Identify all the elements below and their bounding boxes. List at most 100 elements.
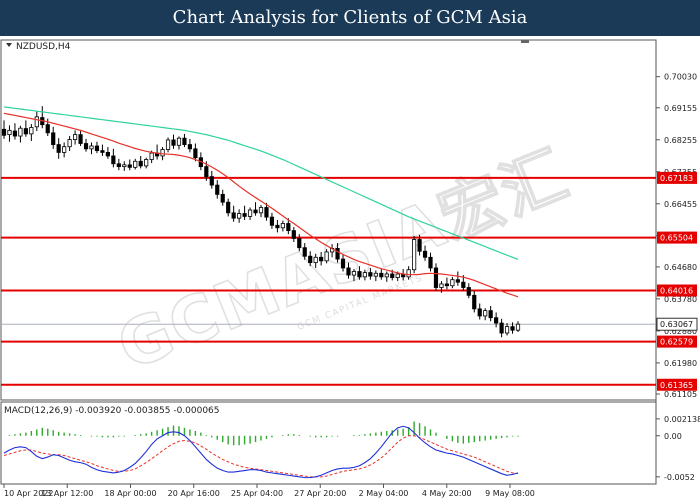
candle-bear [23, 128, 28, 135]
candle-bull [313, 256, 318, 264]
candle-bear [472, 294, 477, 310]
level-tag [657, 231, 697, 244]
time-tick-label: 25 Apr 04:00 [231, 489, 283, 498]
candle-bear [242, 213, 247, 217]
time-tick-label: 4 May 20:00 [422, 489, 472, 498]
fast-moving-average [3, 112, 519, 298]
candle-bull [324, 251, 329, 262]
candle-bear [105, 151, 110, 157]
candle-bear [220, 193, 225, 203]
candle-bull [176, 137, 182, 146]
candle-bear [127, 164, 132, 168]
candle-bear [340, 258, 346, 269]
time-tick-label: 13 Apr 12:00 [41, 489, 93, 498]
macd-main-line [3, 425, 519, 479]
chart-shift-marker[interactable] [521, 40, 529, 43]
candle-bull [515, 323, 521, 331]
candle-bear [488, 310, 493, 319]
candle-bull [450, 279, 455, 287]
time-tick-label: 27 Apr 20:00 [294, 489, 346, 498]
level-tag [657, 171, 697, 184]
candle-bull [412, 239, 417, 271]
candle-bear [422, 250, 428, 258]
candle-bear [171, 139, 176, 146]
main-panel-frame [0, 39, 657, 401]
candle-bull [247, 209, 253, 217]
candle-bull [122, 164, 127, 168]
time-tick-label: 9 May 08:00 [485, 489, 535, 498]
candle-bull [7, 129, 12, 136]
price-tick-label: 0.63780 [664, 295, 697, 304]
symbol-label: NZDUSD,H4 [16, 42, 71, 52]
candle-bear [379, 272, 384, 278]
candle-bear [286, 223, 291, 232]
candle-bear [346, 267, 351, 276]
candle-bull [504, 326, 510, 334]
price-chart[interactable]: NZDUSD,H4 MACD(12,26,9) -0.003920 -0.003… [0, 36, 700, 500]
level-price-tags: 0.67183 0.65504 0.64016 0.62579 0.61365 0.630… [656, 171, 698, 391]
time-tick-label: 2 May 04:00 [359, 489, 409, 498]
price-tick-label: 0.62880 [664, 327, 697, 336]
price-tick-label: 0.66455 [664, 200, 697, 209]
candle-bear [209, 176, 214, 186]
candle-bear [12, 130, 18, 137]
candle-bear [428, 256, 433, 269]
macd-layer: 0.002138 0.00 -0.0052 [3, 415, 700, 482]
candle-bear [100, 150, 105, 153]
candle-bear [1, 128, 7, 136]
price-tick-label: 0.70030 [664, 73, 697, 82]
price-tick-label: 0.69155 [664, 104, 697, 113]
time-tick-label: 20 Apr 16:00 [168, 489, 220, 498]
candle-bull [72, 134, 78, 141]
price-tick-label: 0.61105 [664, 390, 697, 399]
page-title: Chart Analysis for Clients of GCM Asia [0, 0, 700, 36]
candle-bear [455, 279, 460, 283]
candle-bear [444, 283, 450, 287]
candle-bull [237, 213, 242, 219]
time-tick-label: 10 Apr 2022 [4, 489, 53, 498]
level-tag-label: 0.65504 [660, 234, 693, 243]
candle-bear [308, 255, 313, 264]
candle-bear [291, 230, 296, 239]
macd-panel-frame [0, 401, 657, 485]
macd-tick-label: -0.0052 [664, 473, 695, 482]
candle-bear [116, 163, 121, 168]
candle-bull [351, 271, 357, 276]
candle-bear [83, 143, 89, 150]
candle-bear [269, 216, 275, 226]
candles-layer [1, 106, 521, 338]
candle-bull [362, 272, 367, 278]
candle-bear [368, 272, 373, 277]
candle-bear [461, 281, 466, 288]
price-tick-label: 0.68255 [664, 136, 697, 145]
candle-bull [67, 139, 72, 148]
price-tick-label: 0.61980 [664, 359, 697, 368]
candle-bull [165, 139, 171, 150]
level-tag-label: 0.62579 [660, 338, 693, 347]
candle-bull [133, 160, 138, 168]
candle-bear [466, 287, 471, 296]
candle-bear [357, 271, 362, 278]
candle-bear [275, 224, 280, 229]
candle-bear [335, 247, 340, 260]
macd-label: MACD(12,26,9) -0.003920 -0.003855 -0.000… [4, 406, 220, 416]
time-tick-label: 18 Apr 00:00 [104, 489, 156, 498]
level-tag [657, 284, 697, 297]
candle-bull [373, 272, 378, 277]
level-tag-label: 0.64016 [660, 286, 693, 295]
candle-bear [253, 209, 258, 214]
candle-bear [390, 273, 395, 278]
candle-bear [302, 247, 307, 257]
candle-bull [89, 145, 94, 150]
levels-layer [1, 176, 656, 386]
symbol-dropdown-icon[interactable] [6, 43, 12, 47]
candle-bull [18, 127, 23, 137]
candle-bear [499, 322, 504, 334]
candle-bear [319, 256, 324, 262]
candle-bear [45, 124, 50, 134]
macd-tick-label: 0.002138 [664, 415, 700, 424]
candle-bull [280, 223, 285, 229]
candle-bear [94, 145, 100, 152]
